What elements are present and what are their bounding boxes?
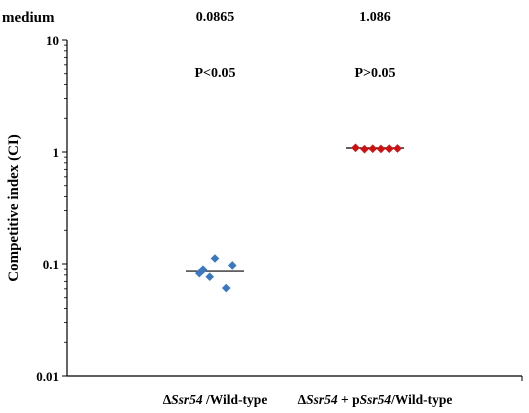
data-point <box>194 268 204 278</box>
data-point <box>210 254 220 263</box>
median-value-label-1: 1.086 <box>359 10 391 25</box>
corner-label: medium <box>2 10 55 26</box>
data-point <box>221 283 231 293</box>
p-value-label-1: P>0.05 <box>354 66 395 81</box>
data-point <box>198 265 208 274</box>
x-category-label-1: ΔSsr54 + pSsr54/Wild-type <box>298 392 453 407</box>
data-point <box>376 144 386 154</box>
y-tick-label-0: 10 <box>46 33 59 48</box>
data-point <box>227 261 237 270</box>
y-tick-label-3: 0.01 <box>36 369 59 384</box>
p-value-label-0: P<0.05 <box>194 66 235 81</box>
data-point <box>393 144 402 153</box>
data-point <box>351 143 360 153</box>
data-point <box>205 272 215 282</box>
plot-area: 0.0865 P<0.05 1.086 P>0.05 <box>186 10 404 293</box>
data-point <box>360 144 369 154</box>
x-category-label-0: ΔSsr54 /Wild-type <box>163 392 268 407</box>
x-tick-labels: ΔSsr54 /Wild-type ΔSsr54 + pSsr54/Wild-ty… <box>163 392 453 407</box>
y-tick-label-2: 0.1 <box>43 257 59 272</box>
data-point <box>368 144 378 154</box>
median-value-label-0: 0.0865 <box>196 10 235 25</box>
data-point <box>384 144 394 154</box>
y-axis-label: Competitive index (CI) <box>6 134 22 281</box>
axes: 10 1 0.1 0.01 <box>36 33 523 384</box>
y-tick-label-1: 1 <box>53 145 60 160</box>
